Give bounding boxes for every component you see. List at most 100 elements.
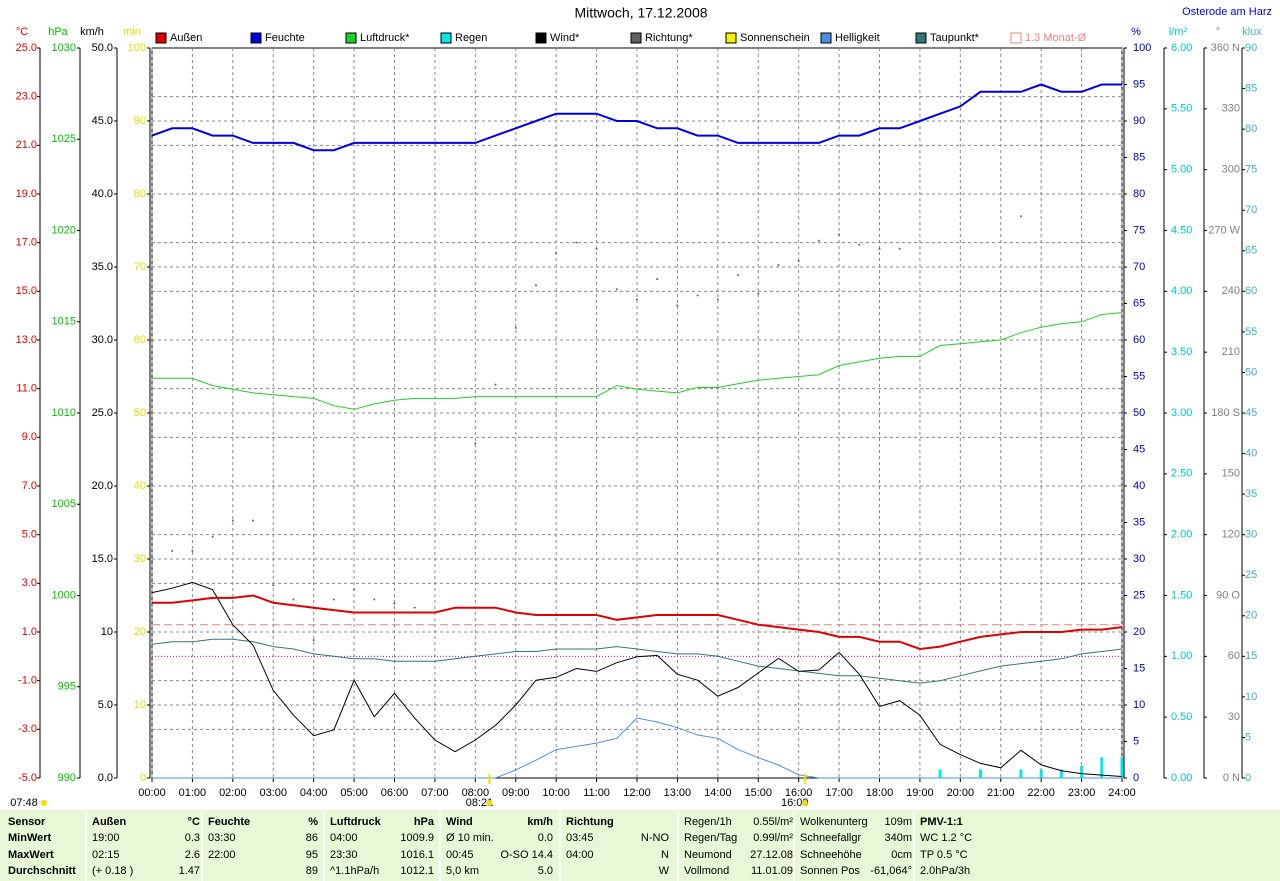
stats-cell: Vollmond (684, 865, 729, 877)
y-tick-label: 0.50 (1171, 711, 1192, 723)
y-tick-label: 1.0 (22, 626, 37, 638)
stats-cell: Außen (92, 816, 127, 828)
stats-value: 0.0 (538, 832, 553, 844)
direction-dot (757, 292, 760, 295)
direction-dot (878, 247, 881, 250)
y-tick-label: 80 (1133, 188, 1145, 200)
stats-cell: Wind (446, 816, 473, 828)
stats-cell: ^1.1hPa/h (330, 865, 379, 877)
stats-cell: WC 1.2 °C (920, 832, 972, 844)
y-tick-label: 10 (101, 626, 113, 638)
legend-label: Wind* (550, 32, 580, 44)
direction-dot (636, 298, 638, 301)
y-tick-label: 35.0 (92, 261, 113, 273)
legend-label: Außen (170, 32, 202, 44)
y-tick-label: 20 (1245, 610, 1257, 622)
legend-swatch (345, 32, 357, 44)
y-tick-label: 270 W (1208, 224, 1240, 236)
y-tick-label: 65 (1133, 297, 1145, 309)
sun-time: 16:09 (781, 797, 809, 809)
stats-cell: Richtung (566, 816, 614, 828)
y-tick-label: 995 (58, 681, 76, 693)
direction-dot (514, 326, 517, 329)
stats-cell: 03:45 (566, 832, 594, 844)
y-tick-label: 90 (1245, 42, 1257, 54)
y-tick-label: 20 (134, 626, 146, 638)
stats-value: 0cm (891, 849, 912, 861)
stats-cell: Regen/Tag (684, 832, 737, 844)
axis-unit: % (1131, 26, 1141, 38)
y-tick-label: 50 (1133, 407, 1145, 419)
y-tick-label: 15.0 (16, 285, 37, 297)
y-tick-label: 5 (1133, 735, 1139, 747)
axis-unit: ° (1216, 26, 1220, 38)
stats-value: 11.01.09 (751, 865, 793, 877)
y-tick-label: 30 (1133, 553, 1145, 565)
direction-dot (838, 233, 841, 236)
x-tick-label: 07:00 (421, 787, 449, 799)
x-tick-label: 06:00 (381, 787, 409, 799)
stats-cell: Schneehöhe (800, 849, 862, 861)
stats-value: 0.55l/m² (753, 816, 793, 828)
stats-cell: Regen/1h (684, 816, 732, 828)
axis-unit: min (123, 26, 141, 38)
legend-label: Helligkeit (835, 32, 880, 44)
y-tick-label: 85 (1245, 82, 1257, 94)
rain-bar (1039, 769, 1043, 778)
y-tick-label: 70 (1245, 204, 1257, 216)
y-tick-label: 3.00 (1171, 407, 1192, 419)
y-tick-label: 210 (1222, 346, 1240, 358)
stats-cell: 19:00 (92, 832, 120, 844)
stats-cell: Schneefallgr (800, 832, 861, 844)
y-tick-label: 21.0 (16, 139, 37, 151)
y-tick-label: 5.00 (1171, 164, 1192, 176)
stats-cell: Durchschnitt (8, 865, 76, 877)
y-tick-label: 90 O (1216, 589, 1240, 601)
stats-cell: (+ 0.18 ) (92, 865, 133, 877)
direction-dot (393, 602, 396, 605)
y-tick-label: 3.0 (22, 577, 37, 589)
y-tick-label: 17.0 (16, 237, 37, 249)
direction-dot (858, 243, 861, 246)
stats-value: 1.47 (179, 865, 200, 877)
legend-swatch (155, 32, 167, 44)
y-tick-label: 2.50 (1171, 468, 1192, 480)
stats-value: km/h (527, 816, 553, 828)
x-tick-label: 04:00 (300, 787, 328, 799)
stats-value: 27.12.08 (750, 849, 793, 861)
y-tick-label: 70 (134, 261, 146, 273)
axis-unit: klux (1242, 26, 1262, 38)
y-tick-label: 65 (1245, 245, 1257, 257)
x-tick-label: 00:00 (138, 787, 166, 799)
legend-label: Luftdruck* (360, 32, 410, 44)
y-tick-label: 15 (1133, 662, 1145, 674)
y-tick-label: 40 (1245, 447, 1257, 459)
stats-value: 0.99l/m² (753, 832, 793, 844)
direction-dot (656, 278, 659, 281)
y-tick-label: 50 (1245, 366, 1257, 378)
y-tick-label: 15 (1245, 650, 1257, 662)
y-tick-label: -1.0 (18, 675, 37, 687)
y-tick-label: 1010 (52, 407, 76, 419)
rain-bar (1120, 757, 1124, 778)
x-tick-label: 02:00 (219, 787, 247, 799)
legend-label: Regen (455, 32, 487, 44)
stats-value: N (661, 849, 669, 861)
legend-label: Taupunkt* (930, 32, 980, 44)
y-tick-label: 2.00 (1171, 529, 1192, 541)
direction-dot (534, 284, 537, 287)
y-tick-label: 15.0 (92, 553, 113, 565)
x-tick-label: 21:00 (987, 787, 1015, 799)
y-tick-label: 1020 (52, 224, 76, 236)
y-tick-label: 70 (1133, 261, 1145, 273)
stats-value: 1016.1 (400, 849, 434, 861)
x-tick-label: 03:00 (259, 787, 287, 799)
direction-dot (716, 298, 719, 301)
y-tick-label: 95 (1133, 78, 1145, 90)
x-tick-label: 19:00 (906, 787, 934, 799)
y-tick-label: 10 (134, 699, 146, 711)
stats-value: 1012.1 (400, 865, 434, 877)
y-tick-label: 1000 (52, 589, 76, 601)
